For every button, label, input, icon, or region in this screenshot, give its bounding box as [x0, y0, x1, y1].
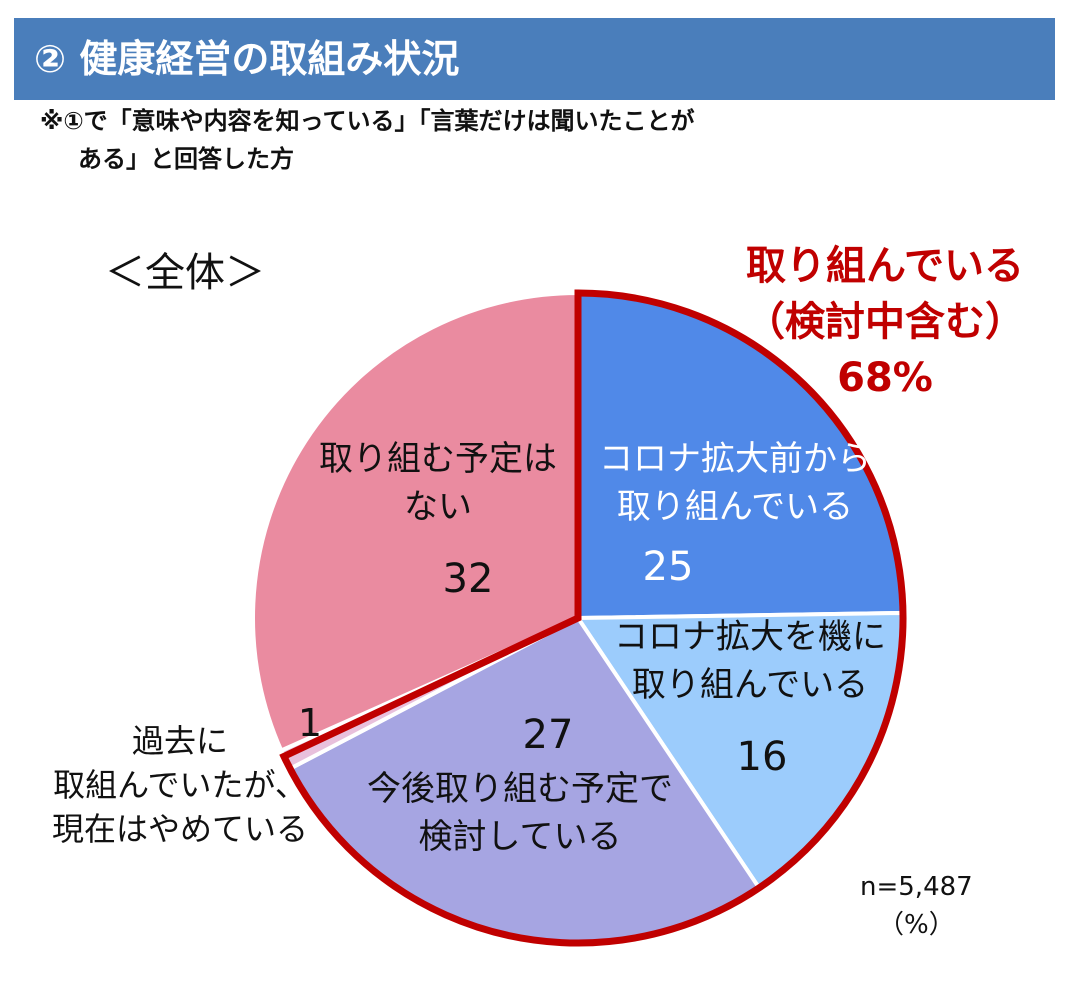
callout-line-2: （検討中含む）: [745, 299, 1025, 345]
slice-label-2: コロナ拡大を機に取り組んでいる: [614, 617, 886, 705]
unit-label: （%）: [877, 910, 955, 940]
slice-label-5: 取り組む予定はない: [319, 439, 557, 527]
highlight-callout: 取り組んでいる （検討中含む） 68%: [700, 238, 1070, 406]
respondent-note: ※①で「意味や内容を知っている」「言葉だけは聞いたことが ある」と回答した方: [40, 102, 694, 178]
slice-label-4: 過去に取組んでいたが、現在はやめている: [52, 722, 308, 848]
slice-value-3: 27: [523, 712, 574, 758]
callout-line-1: 取り組んでいる: [746, 243, 1024, 289]
section-header: ② 健康経営の取組み状況: [14, 18, 1055, 100]
pie-slice-5: [251, 290, 580, 754]
slice-label-1: コロナ拡大前から取り組んでいる: [599, 439, 871, 527]
highlight-outline: [279, 289, 907, 947]
footnote: n=5,487 （%）: [860, 868, 973, 944]
slice-value-5: 32: [443, 556, 494, 602]
slice-value-4: 1: [298, 701, 322, 745]
slice-label-3: 今後取り組む予定で検討している: [367, 769, 673, 857]
callout-value: 68%: [837, 355, 933, 401]
note-line-2: ある」と回答した方: [78, 145, 294, 173]
slice-value-1: 25: [643, 544, 694, 590]
chart-subtitle: ＜全体＞: [105, 250, 265, 296]
slice-value-2: 16: [737, 734, 788, 780]
note-line-1: ※①で「意味や内容を知っている」「言葉だけは聞いたことが: [40, 107, 695, 135]
sample-size: n=5,487: [860, 872, 973, 902]
section-title: ② 健康経営の取組み状況: [34, 37, 460, 81]
